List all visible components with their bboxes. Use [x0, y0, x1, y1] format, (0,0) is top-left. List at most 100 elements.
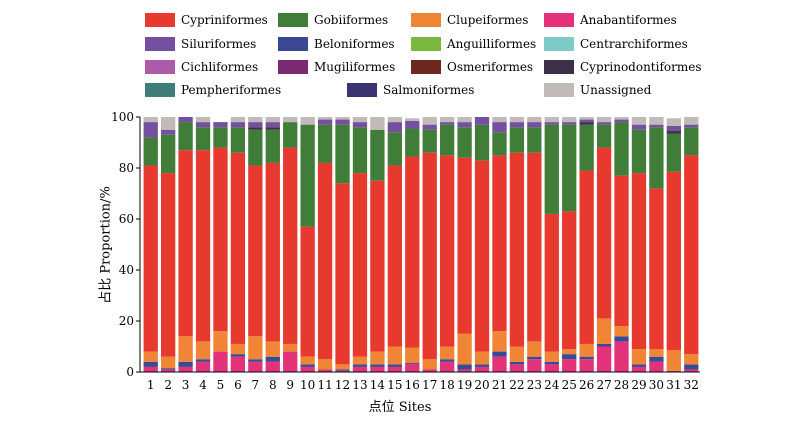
bar-segment-siluriformes-site-28 — [614, 119, 629, 123]
bar-segment-gobiiformes-site-10 — [300, 124, 315, 227]
bar-segment-anabantiformes-site-30 — [649, 361, 664, 372]
bar-segment-clupeiformes-site-12 — [335, 364, 350, 370]
bar-segment-anabantiformes-site-8 — [265, 361, 280, 372]
bar-segment-gobiiformes-site-16 — [405, 128, 420, 157]
x-tick-label: 22 — [509, 378, 524, 392]
x-tick-label: 15 — [387, 378, 402, 392]
legend-swatch — [145, 37, 175, 51]
bar-segment-siluriformes-site-7 — [248, 122, 263, 128]
x-tick-label: 5 — [217, 378, 225, 392]
legend-swatch — [411, 13, 441, 27]
bar-segment-clupeiformes-site-20 — [474, 351, 490, 365]
bar-segment-cypriniformes-site-25 — [562, 211, 577, 350]
bar-segment-unassigned-site-9 — [283, 117, 298, 123]
bar-segment-unassigned-site-15 — [387, 117, 402, 123]
bar-segment-siluriformes-site-18 — [440, 122, 455, 125]
bar-segment-unassigned-site-6 — [230, 117, 246, 123]
x-tick-label: 7 — [252, 378, 260, 392]
bar-segment-anabantiformes-site-13 — [352, 366, 368, 372]
bar-segment-cypriniformes-site-8 — [265, 162, 280, 342]
bar-segment-gobiiformes-site-17 — [422, 129, 437, 153]
bar-segment-beloniformes-site-16 — [405, 363, 420, 365]
bar-segment-cypriniformes-site-3 — [178, 150, 193, 337]
x-tick-label: 28 — [614, 378, 629, 392]
bar-segment-clupeiformes-site-9 — [283, 343, 298, 352]
bar-segment-gobiiformes-site-14 — [370, 129, 385, 181]
bar-segment-clupeiformes-site-29 — [631, 349, 647, 365]
x-tick-label: 14 — [370, 378, 386, 392]
bar-segment-siluriformes-site-15 — [387, 122, 402, 133]
bar-segment-cypriniformes-site-13 — [352, 173, 368, 357]
bar-segment-clupeiformes-site-21 — [492, 331, 507, 352]
legend-item-unassigned: Unassigned — [544, 83, 651, 97]
y-tick-label: 20 — [119, 314, 134, 328]
bar-segment-beloniformes-site-28 — [614, 336, 629, 342]
bar-segment-cypriniformes-site-7 — [248, 165, 263, 337]
bar-segment-siluriformes-site-12 — [335, 119, 350, 125]
bar-segment-gobiiformes-site-21 — [492, 132, 507, 156]
bar-segment-beloniformes-site-7 — [248, 359, 263, 362]
bar-segment-siluriformes-site-5 — [213, 122, 228, 128]
bar-segment-clupeiformes-site-17 — [422, 359, 437, 370]
bar-segment-clupeiformes-site-25 — [562, 349, 577, 355]
bar-segment-cypriniformes-site-5 — [213, 147, 228, 332]
bar-segment-clupeiformes-site-31 — [666, 350, 681, 371]
y-axis-title: 占比 Proportion/% — [98, 186, 114, 304]
x-tick-label: 29 — [631, 378, 646, 392]
x-tick-label: 4 — [199, 378, 207, 392]
bar-segment-anabantiformes-site-14 — [370, 366, 385, 372]
bar-segment-cypriniformes-site-22 — [509, 152, 525, 347]
bar-segment-siluriformes-site-26 — [579, 119, 594, 123]
bar-segment-beloniformes-site-21 — [492, 351, 507, 357]
bar-segment-gobiiformes-site-13 — [352, 127, 368, 174]
legend-label: Salmoniformes — [383, 83, 475, 97]
bar-segment-unassigned-site-18 — [440, 117, 455, 123]
bar-segment-gobiiformes-site-1 — [143, 137, 158, 166]
x-tick-label: 8 — [269, 378, 277, 392]
bar-segment-siluriformes-site-3 — [178, 117, 193, 123]
bar-segment-cypriniformes-site-11 — [317, 162, 333, 360]
axes-group: 1 2 3 4 5 6 7 8 9 10 11 12 13 14 15 16 17 18 19 20 21 22 23 24 2… — [111, 110, 700, 392]
bar-segment-anabantiformes-site-23 — [527, 359, 542, 372]
bar-segment-clupeiformes-site-5 — [213, 331, 228, 352]
legend-label: Clupeiformes — [447, 13, 529, 27]
bar-segment-unassigned-site-7 — [248, 117, 263, 123]
x-tick-label: 19 — [457, 378, 472, 392]
bar-segment-anabantiformes-site-7 — [248, 361, 263, 372]
bar-segment-siluriformes-site-20 — [474, 117, 490, 125]
bar-segment-cypriniformes-site-15 — [387, 165, 402, 347]
bar-segment-anabantiformes-site-18 — [440, 361, 455, 372]
bar-segment-gobiiformes-site-18 — [440, 124, 455, 156]
legend-swatch — [411, 60, 441, 74]
bar-segment-clupeiformes-site-2 — [161, 356, 176, 369]
bar-segment-gobiiformes-site-8 — [265, 129, 280, 163]
bar-segment-clupeiformes-site-26 — [579, 343, 594, 357]
bar-segment-clupeiformes-site-28 — [614, 326, 629, 337]
legend-swatch — [145, 13, 175, 27]
bar-segment-gobiiformes-site-22 — [509, 127, 525, 153]
legend-label: Centrarchiformes — [580, 37, 688, 51]
bar-segment-cypriniformes-site-26 — [579, 170, 594, 344]
bar-segment-anabantiformes-site-26 — [579, 359, 594, 372]
x-tick-label: 13 — [352, 378, 367, 392]
bar-segment-cypriniformes-site-16 — [405, 156, 420, 348]
bar-segment-gobiiformes-site-25 — [562, 124, 577, 212]
bar-segment-gobiiformes-site-7 — [248, 129, 263, 166]
bar-segment-gobiiformes-site-28 — [614, 122, 629, 176]
bar-segment-cypriniformes-site-1 — [143, 165, 158, 352]
bar-segment-clupeiformes-site-4 — [195, 341, 211, 360]
y-tick-label: 60 — [119, 212, 134, 226]
bar-segment-unassigned-site-27 — [596, 117, 612, 123]
bar-segment-unassigned-site-19 — [457, 117, 472, 123]
bar-segment-cypriniformes-site-29 — [631, 173, 647, 350]
x-tick-label: 30 — [649, 378, 664, 392]
bar-segment-anabantiformes-site-10 — [300, 366, 315, 372]
bar-segment-anabantiformes-site-19 — [457, 369, 472, 372]
bar-segment-beloniformes-site-20 — [474, 364, 490, 367]
bar-segment-beloniformes-site-8 — [265, 356, 280, 362]
y-tick-label: 0 — [126, 365, 134, 379]
legend-item-anabantiformes: Anabantiformes — [544, 13, 677, 27]
bar-segment-gobiiformes-site-9 — [283, 122, 298, 148]
bar-segment-gobiiformes-site-32 — [684, 127, 699, 156]
legend-swatch — [145, 60, 175, 74]
